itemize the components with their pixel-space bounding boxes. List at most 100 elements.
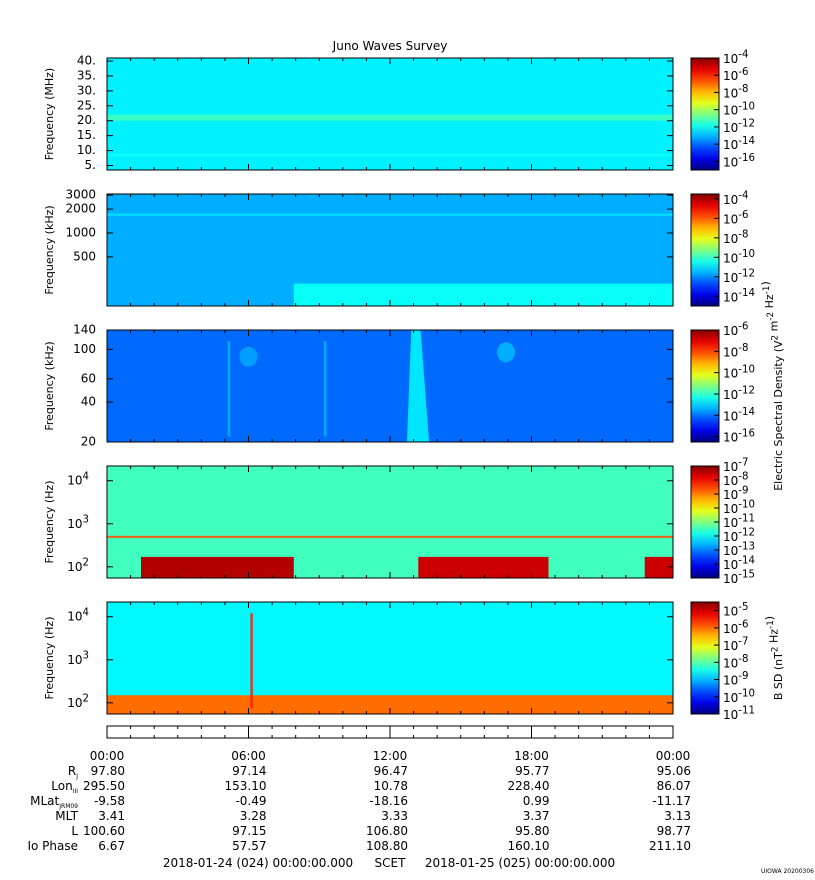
colorbar-tick-label: 10-10 bbox=[723, 688, 755, 704]
emission-blob bbox=[239, 346, 258, 367]
y-tick-label: 20. bbox=[77, 113, 96, 127]
colorbar-tick-label: 10-12 bbox=[723, 528, 755, 544]
ephemeris-value: 3.37 bbox=[523, 809, 550, 823]
panel-4: 104 103 102 Frequency (Hz) 10-710-810-910-10… bbox=[43, 458, 755, 586]
ephemeris-row-label: LonIII bbox=[51, 779, 78, 795]
colorbar-tick-label: 10-8 bbox=[723, 229, 748, 245]
colorbar-tick-label: 10-6 bbox=[723, 67, 748, 83]
ephemeris-value: 95.77 bbox=[515, 764, 549, 778]
ephemeris-row-label: L bbox=[71, 824, 78, 838]
colorbar-tick-label: 10-10 bbox=[723, 101, 755, 117]
colorbar-tick-label: 10-7 bbox=[723, 458, 748, 474]
colorbar-tick-label: 10-12 bbox=[723, 119, 755, 135]
colorbar-tick-label: 10-16 bbox=[723, 428, 755, 444]
ephemeris-row-label: Io Phase bbox=[27, 839, 78, 853]
colorbar-title: B SD (nT2 Hz-1) bbox=[763, 616, 785, 700]
colorbar-title: Electric Spectral Density (V2 m-2 Hz-1) bbox=[759, 281, 785, 491]
colorbar-tick-label: 10-12 bbox=[723, 268, 755, 284]
colorbar-tick-label: 10-8 bbox=[723, 472, 748, 488]
y-tick-label: 3000 bbox=[65, 188, 96, 202]
y-tick-label: 140 bbox=[73, 323, 96, 337]
colorbar-tick-label: 10-14 bbox=[723, 556, 755, 572]
ephemeris-value: 228.40 bbox=[508, 779, 550, 793]
y-tick-label: 40 bbox=[81, 395, 96, 409]
spectrogram-background bbox=[107, 330, 673, 442]
y-tick-label: 25. bbox=[77, 98, 96, 112]
colorbar bbox=[691, 330, 719, 442]
spectral-band bbox=[107, 213, 673, 216]
colorbar-tick-label: 10-9 bbox=[723, 671, 748, 687]
ephemeris-value: 10.78 bbox=[374, 779, 408, 793]
chart-title: Juno Waves Survey bbox=[332, 39, 448, 53]
ephemeris-value: 6.67 bbox=[98, 839, 125, 853]
y-tick-label: 10. bbox=[77, 143, 96, 157]
colorbar-tick-label: 10-15 bbox=[723, 570, 755, 586]
ephemeris-value: 97.14 bbox=[232, 764, 266, 778]
ephemeris-row-label: MLatJRM09 bbox=[30, 794, 78, 810]
emission-streak bbox=[227, 341, 231, 437]
x-tick-label: 00:00 bbox=[90, 749, 125, 763]
end-time-label: 2018-01-25 (025) 00:00:00.000 bbox=[425, 856, 615, 870]
ephemeris-value: 153.10 bbox=[225, 779, 267, 793]
ephemeris-value: 0.99 bbox=[523, 794, 550, 808]
colorbar-tick-label: 10-10 bbox=[723, 364, 755, 380]
scet-label: SCET bbox=[375, 856, 407, 870]
ephemeris-value: -11.17 bbox=[652, 794, 691, 808]
y-axis-label: Frequency (Hz) bbox=[43, 617, 56, 700]
ephemeris-value: 95.06 bbox=[657, 764, 691, 778]
y-tick-label: 1000 bbox=[65, 225, 96, 239]
ephemeris-value: 97.15 bbox=[232, 824, 266, 838]
panel-1: 40.35.30.25.20.15.10.5. Frequency (MHz) 10… bbox=[43, 50, 755, 172]
y-tick-label: 20 bbox=[81, 435, 96, 449]
colorbar-tick-label: 10-4 bbox=[723, 190, 748, 206]
colorbar-tick-label: 10-11 bbox=[723, 514, 755, 530]
x-tick-label: 00:00 bbox=[656, 749, 691, 763]
colorbar bbox=[691, 194, 719, 306]
colorbar-tick-label: 10-11 bbox=[723, 706, 755, 722]
colorbar-tick-label: 10-10 bbox=[723, 500, 755, 516]
y-tick-label: 500 bbox=[73, 249, 96, 263]
y-tick-label: 30. bbox=[77, 83, 96, 97]
ephemeris-value: 160.10 bbox=[508, 839, 550, 853]
y-tick-label: 102 bbox=[67, 693, 89, 709]
colorbar-tick-label: 10-16 bbox=[723, 153, 755, 169]
emission-region bbox=[644, 556, 673, 578]
y-tick-label: 100 bbox=[73, 342, 96, 356]
emission-streak bbox=[323, 341, 327, 437]
colorbar-tick-label: 10-10 bbox=[723, 249, 755, 265]
colorbar-tick-label: 10-8 bbox=[723, 84, 748, 100]
footer-tag: UIOWA 20200306 bbox=[761, 868, 814, 875]
y-tick-label: 5. bbox=[85, 158, 96, 172]
ephemeris-value: -18.16 bbox=[369, 794, 408, 808]
ephemeris-value: 3.41 bbox=[98, 809, 125, 823]
colorbar-tick-label: 10-9 bbox=[723, 486, 748, 502]
spectral-band bbox=[107, 114, 673, 121]
ephemeris-value: 106.80 bbox=[366, 824, 408, 838]
colorbar-tick-label: 10-5 bbox=[723, 602, 748, 618]
y-tick-label: 2000 bbox=[65, 202, 96, 216]
colorbar bbox=[691, 58, 719, 170]
ephemeris-value: 57.57 bbox=[232, 839, 266, 853]
colorbar-tick-label: 10-4 bbox=[723, 50, 748, 66]
y-axis-label: Frequency (kHz) bbox=[43, 341, 56, 430]
colorbar-tick-label: 10-14 bbox=[723, 407, 755, 423]
y-tick-label: 35. bbox=[77, 68, 96, 82]
ephemeris-value: 295.50 bbox=[83, 779, 125, 793]
ephemeris-value: 95.80 bbox=[515, 824, 549, 838]
colorbar-tick-label: 10-8 bbox=[723, 343, 748, 359]
ephemeris-value: 97.80 bbox=[91, 764, 125, 778]
ephemeris-value: 211.10 bbox=[649, 839, 691, 853]
x-tick-label: 12:00 bbox=[373, 749, 408, 763]
y-tick-label: 103 bbox=[67, 514, 89, 530]
colorbar bbox=[691, 602, 719, 714]
y-tick-label: 104 bbox=[67, 471, 89, 487]
y-tick-label: 102 bbox=[67, 557, 89, 573]
y-tick-label: 40. bbox=[77, 53, 96, 67]
ephemeris-value: 3.13 bbox=[664, 809, 691, 823]
colorbar-tick-label: 10-6 bbox=[723, 619, 748, 635]
ephemeris-value: -0.49 bbox=[235, 794, 266, 808]
ephemeris-value: 3.28 bbox=[240, 809, 267, 823]
